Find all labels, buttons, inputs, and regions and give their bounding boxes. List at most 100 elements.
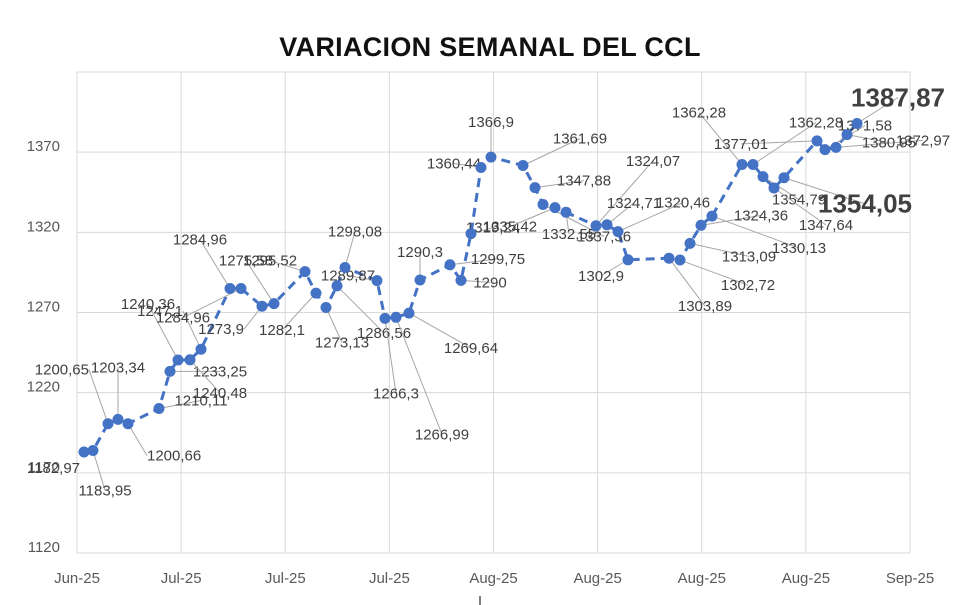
x-tick-label: Jul-25 [161,570,202,587]
data-label-leader [783,177,866,205]
data-label-leader [595,160,654,227]
data-label: 1387,87 [851,83,945,113]
data-point [371,275,383,287]
data-point [122,418,134,430]
data-point [747,159,759,170]
data-label-leader [92,450,106,491]
data-label-leader [384,318,397,394]
data-label: 1282,1 [259,322,305,339]
data-label-leader [281,292,317,331]
data-label: 1247,1 [137,303,183,320]
data-label-leader [158,400,202,410]
data-label: 1320,46 [656,195,710,212]
data-label: 1273,9 [198,321,244,338]
x-tick-label: Aug-25 [782,570,830,587]
data-label: 1299,75 [471,251,525,268]
data-label-leader [147,303,179,361]
data-label: 1284,96 [173,232,227,249]
data-point [102,418,114,430]
data-point [517,160,529,171]
data-point [549,202,561,214]
data-label: 1347,64 [799,217,853,234]
x-tick-label: Jul-25 [265,570,306,587]
chart-title: VARIACION SEMANAL DEL CCL [279,32,701,62]
data-label: 1380,95 [862,135,916,152]
data-label: 1266,99 [415,426,469,443]
data-point [153,403,165,414]
y-tick-label: 1320 [27,218,60,235]
data-label: 1273,13 [315,334,369,351]
data-label: 1295,52 [243,253,297,270]
data-label: 1366,9 [468,114,514,131]
data-label-leader [344,231,356,268]
data-point [235,283,247,294]
data-label: 1269,64 [444,340,498,357]
y-tick-label: 1170 [28,459,60,476]
data-label: 1303,89 [678,298,732,315]
data-label: 1347,88 [557,173,611,190]
data-label: 1200,66 [147,448,201,465]
data-label-leader [509,207,556,228]
data-label: 1313,09 [722,248,776,265]
data-point [444,259,456,271]
data-label-leader [182,311,202,350]
data-point [601,219,613,231]
x-tick-label: Jun-25 [54,570,100,587]
data-label: 1203,34 [91,359,145,376]
data-point [414,274,426,286]
data-point [78,446,90,458]
data-label-leader [668,257,706,307]
data-label: 1324,71 [607,195,661,212]
data-label-leader [325,307,343,343]
x-tick-label: Aug-25 [678,570,726,587]
data-point [529,182,541,194]
data-label-leader [88,369,109,424]
data-point [195,343,207,355]
data-label: 1354,05 [818,189,912,219]
data-point [164,365,176,377]
data-point [537,199,549,210]
data-point [379,312,391,324]
data-point [475,162,487,173]
x-tick-label: Aug-25 [573,570,621,587]
data-label: 1240,36 [121,296,175,313]
data-label-leader [199,239,231,289]
data-point [851,118,863,129]
y-tick-label: 1220 [27,379,60,396]
data-point [830,141,842,153]
data-label: 1290 [473,274,506,291]
data-point [224,283,236,294]
data-point [811,135,823,147]
data-point [706,210,718,222]
data-point [339,262,351,273]
data-label: 1377,01 [714,136,768,153]
data-point [390,311,402,323]
data-label: 1298,08 [328,223,382,240]
data-label-leader [835,139,924,148]
data-label: 1335,42 [483,219,537,236]
data-label-leader [606,202,635,226]
data-label: 1302,9 [578,268,624,285]
data-label: 1302,72 [721,277,775,294]
x-tick-label: Sep-25 [886,570,934,587]
data-label-leader [617,202,684,233]
data-label: 1362,28 [672,105,726,122]
data-label-leader [127,423,148,456]
data-point [112,413,124,425]
data-label-leader [189,359,221,394]
data-label: 1371,58 [838,118,892,135]
data-label-leader [245,260,275,304]
data-point [485,151,497,163]
data-label: 1240,48 [193,385,247,402]
data-label: 1324,36 [734,207,788,224]
data-point [560,206,572,218]
data-point [684,237,696,249]
data-point [612,226,624,238]
data-point [299,266,311,278]
data-point [184,354,196,366]
data-label: 1183,95 [78,482,131,499]
data-label-leader [408,312,472,349]
data-label-leader [846,134,890,144]
data-label-leader [856,97,899,124]
x-tick-label: Aug-25 [469,570,517,587]
